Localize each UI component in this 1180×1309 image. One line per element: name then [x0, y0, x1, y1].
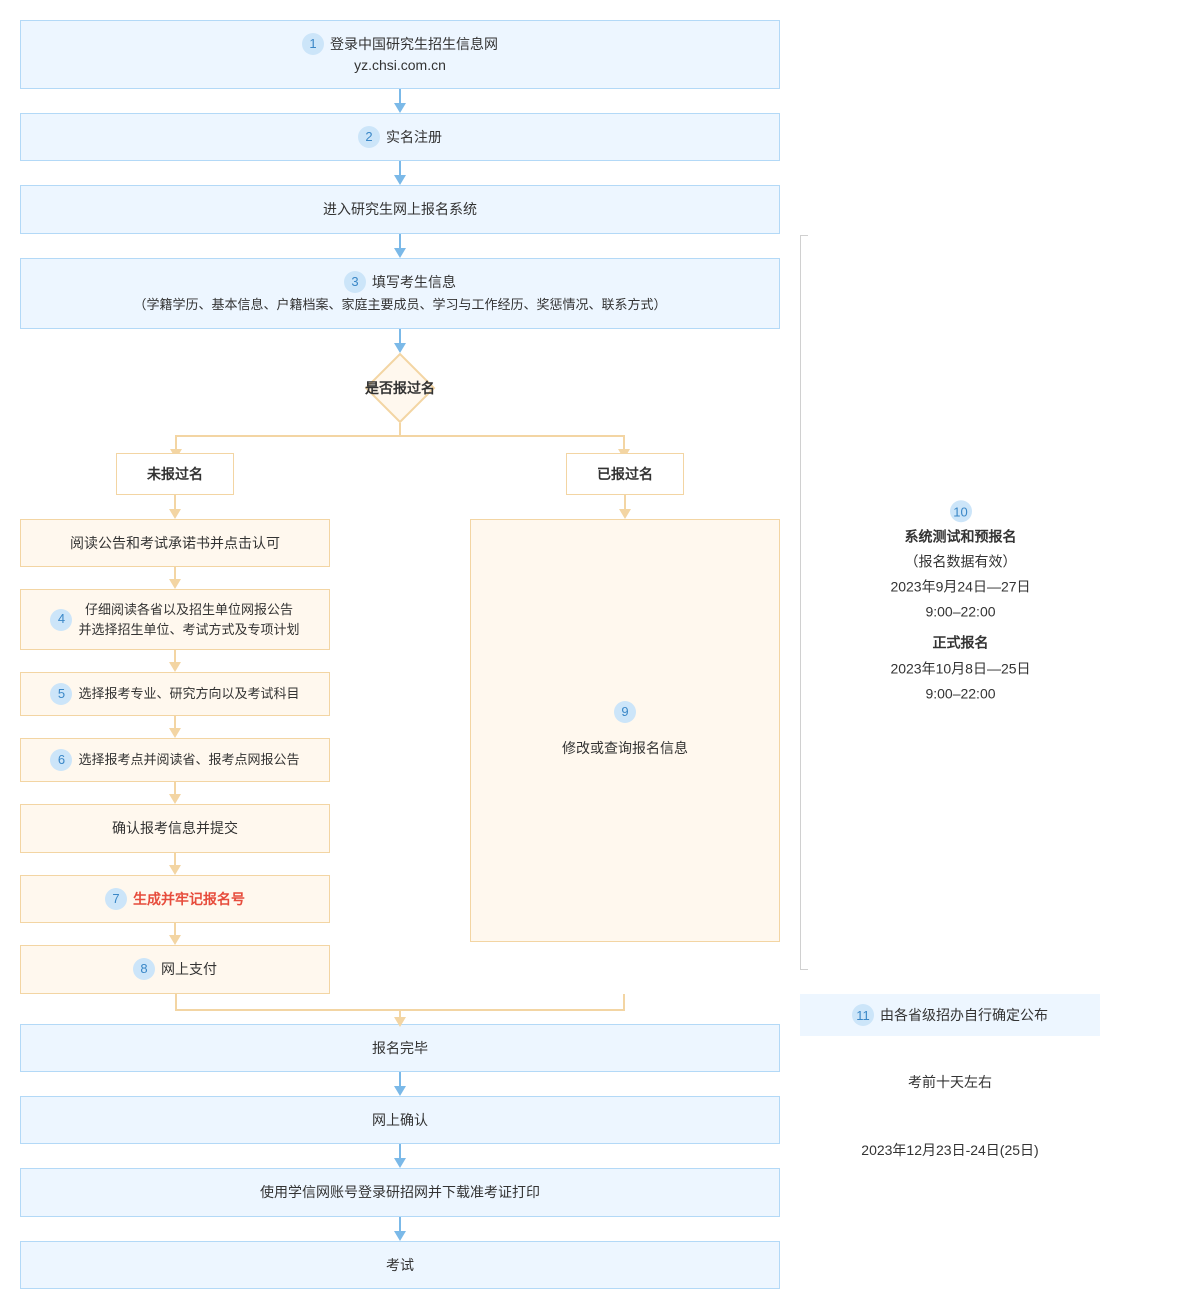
- step-3-num: 3: [344, 271, 366, 293]
- step-print-ticket: 使用学信网账号登录研招网并下载准考证打印: [20, 1168, 780, 1216]
- step-exam: 考试: [20, 1241, 780, 1289]
- step-3-title: 填写考生信息: [372, 271, 456, 293]
- step-1-num: 1: [302, 33, 324, 55]
- side-step-10: 10 系统测试和预报名 （报名数据有效） 2023年9月24日—27日 9:00…: [801, 491, 1100, 715]
- arrow-icon: [394, 1158, 406, 1168]
- side-step-12: 考前十天左右: [800, 1060, 1100, 1104]
- step-7-num: 7: [105, 888, 127, 910]
- step-1-login: 1 登录中国研究生招生信息网 yz.chsi.com.cn: [20, 20, 780, 89]
- arrow-icon: [394, 1231, 406, 1241]
- step-9-num: 9: [614, 701, 636, 723]
- arrow-icon: [169, 662, 181, 672]
- branch-no-label: 未报过名: [116, 453, 234, 495]
- step-3-fill-info: 3 填写考生信息 （学籍学历、基本信息、户籍档案、家庭主要成员、学习与工作经历、…: [20, 258, 780, 329]
- arrow-icon: [394, 103, 406, 113]
- step-6: 6 选择报考点并阅读省、报考点网报公告: [20, 738, 330, 782]
- step-8-pay: 8 网上支付: [20, 945, 330, 993]
- arrow-icon: [394, 1017, 406, 1027]
- step-done: 报名完毕: [20, 1024, 780, 1072]
- step-2-text: 实名注册: [386, 126, 442, 148]
- step-1-title: 登录中国研究生招生信息网: [330, 34, 498, 55]
- step-10-num: 10: [950, 500, 972, 522]
- arrow-icon: [619, 509, 631, 519]
- branch-registered: 已报过名 9 修改或查询报名信息: [470, 453, 780, 994]
- step-3-desc: （学籍学历、基本信息、户籍档案、家庭主要成员、学习与工作经历、奖惩情况、联系方式…: [133, 295, 666, 316]
- step-7-gen-number: 7 生成并牢记报名号: [20, 875, 330, 923]
- arrow-icon: [394, 248, 406, 258]
- step-enter-text: 进入研究生网上报名系统: [323, 198, 477, 220]
- arrow-icon: [169, 794, 181, 804]
- side-step-11: 11 由各省级招办自行确定公布: [800, 994, 1100, 1036]
- step-4: 4 仔细阅读各省以及招生单位网报公告 并选择招生单位、考试方式及专项计划: [20, 589, 330, 650]
- arrow-icon: [169, 579, 181, 589]
- arrow-icon: [169, 865, 181, 875]
- branch-yes-label: 已报过名: [566, 453, 684, 495]
- step-6-num: 6: [50, 749, 72, 771]
- main-flowchart: 1 登录中国研究生招生信息网 yz.chsi.com.cn 2 实名注册 进入研…: [20, 20, 780, 1289]
- arrow-icon: [169, 509, 181, 519]
- branches: 未报过名 阅读公告和考试承诺书并点击认可 4 仔细阅读各省以及招生单位网报公告 …: [20, 453, 780, 994]
- step-5: 5 选择报考专业、研究方向以及考试科目: [20, 672, 330, 716]
- step-online-confirm: 网上确认: [20, 1096, 780, 1144]
- step-8-num: 8: [133, 958, 155, 980]
- step-read-notice: 阅读公告和考试承诺书并点击认可: [20, 519, 330, 567]
- arrow-icon: [169, 935, 181, 945]
- step-enter-system: 进入研究生网上报名系统: [20, 185, 780, 233]
- step-2-num: 2: [358, 126, 380, 148]
- side-step-13: 2023年12月23日-24日(25日): [800, 1128, 1100, 1172]
- branch-not-registered: 未报过名 阅读公告和考试承诺书并点击认可 4 仔细阅读各省以及招生单位网报公告 …: [20, 453, 330, 994]
- step-4-num: 4: [50, 609, 72, 631]
- arrow-icon: [394, 175, 406, 185]
- decision-registered: 是否报过名: [20, 353, 780, 423]
- step-2-register: 2 实名注册: [20, 113, 780, 161]
- step-11-num: 11: [852, 1004, 874, 1026]
- arrow-icon: [169, 728, 181, 738]
- side-timeline: 10 系统测试和预报名 （报名数据有效） 2023年9月24日—27日 9:00…: [800, 20, 1100, 1289]
- arrow-icon: [394, 1086, 406, 1096]
- arrow-icon: [394, 343, 406, 353]
- step-5-num: 5: [50, 683, 72, 705]
- step-9-modify: 9 修改或查询报名信息: [470, 519, 780, 942]
- step-confirm-submit: 确认报考信息并提交: [20, 804, 330, 852]
- step-1-url: yz.chsi.com.cn: [354, 55, 446, 76]
- decision-text: 是否报过名: [365, 378, 435, 398]
